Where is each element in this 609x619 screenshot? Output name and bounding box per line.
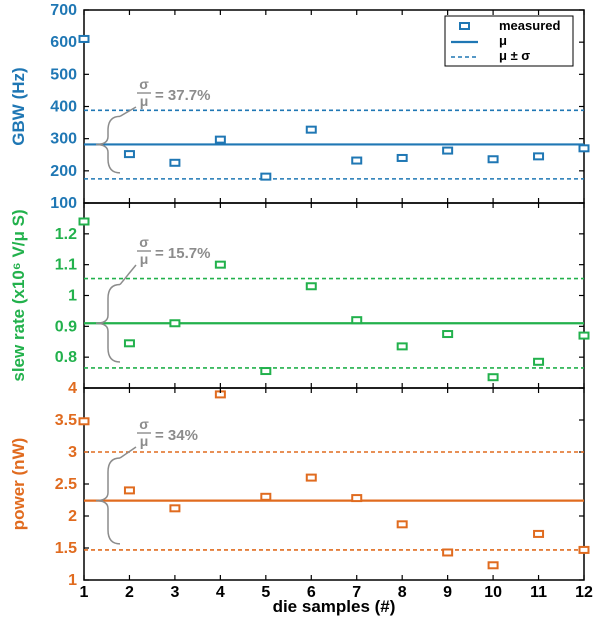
ratio-value: = 15.7%: [155, 245, 210, 262]
data-point: [533, 152, 545, 161]
y-tick-label: 400: [50, 99, 77, 116]
data-point: [351, 156, 363, 165]
ratio-leader: [119, 446, 137, 459]
data-point: [396, 520, 408, 529]
data-point: [396, 153, 408, 162]
ratio-numerator: σ: [139, 76, 149, 92]
legend-band-label: μ ± σ: [499, 48, 530, 63]
x-tick-label: 3: [170, 584, 179, 601]
x-tick-label: 1: [80, 584, 89, 601]
x-tick-label: 9: [443, 584, 452, 601]
data-point: [78, 217, 90, 226]
y-tick-label: 1.1: [55, 257, 77, 274]
y-tick-label: 500: [50, 66, 77, 83]
data-point: [578, 545, 590, 554]
x-tick-label: 8: [398, 584, 407, 601]
y-tick-label: 3: [68, 444, 77, 461]
legend-mean-label: μ: [499, 33, 507, 48]
x-tick-label: 2: [125, 584, 134, 601]
legend-measured-label: measured: [499, 18, 560, 33]
data-point: [78, 34, 90, 43]
y-tick-label: 600: [50, 34, 77, 51]
x-tick-label: 6: [307, 584, 316, 601]
data-point: [578, 331, 590, 340]
data-point: [123, 486, 135, 495]
data-point: [169, 504, 181, 513]
x-tick-label: 10: [484, 584, 502, 601]
data-point: [123, 339, 135, 348]
ratio-leader: [119, 264, 137, 286]
y-tick-label: 1.2: [55, 226, 77, 243]
data-point: [396, 342, 408, 351]
data-point: [260, 367, 272, 376]
ratio-denominator: μ: [140, 251, 149, 267]
data-point: [305, 125, 317, 134]
data-point: [169, 158, 181, 167]
y-tick-label: 0.9: [55, 318, 77, 335]
y-axis-label: GBW (Hz): [9, 67, 28, 145]
data-point: [578, 144, 590, 153]
sigma-brace: [95, 115, 121, 174]
data-point: [533, 529, 545, 538]
data-point: [214, 135, 226, 144]
y-axis-label: power (nW): [9, 438, 28, 531]
panel-2: 1.2 1.1 1 0.9 0.8 σμ = 15.7% slew rate (x10⁶ V/…: [9, 202, 590, 389]
y-tick-label: 0.8: [55, 349, 77, 366]
panel-3: 4 3.5 3 2.5 2 1.5 1 σμ = 34% power (nW): [9, 380, 590, 589]
y-axis-label: slew rate (x10⁶ V/μ S): [9, 209, 28, 381]
data-point: [305, 473, 317, 482]
x-tick-label: 7: [352, 584, 361, 601]
data-point: [442, 146, 454, 155]
y-tick-label: 2: [68, 508, 77, 525]
data-point: [351, 316, 363, 325]
data-point: [260, 492, 272, 501]
data-point: [487, 373, 499, 382]
data-point: [442, 330, 454, 339]
panel-frame: [83, 387, 585, 581]
data-point: [123, 150, 135, 159]
data-point: [305, 282, 317, 291]
data-point: [214, 260, 226, 269]
ratio-value: = 34%: [155, 427, 198, 444]
sigma-brace: [95, 457, 121, 545]
data-point: [442, 548, 454, 557]
ratio-denominator: μ: [140, 93, 149, 109]
data-point: [487, 155, 499, 164]
y-tick-label: 1: [68, 572, 77, 589]
x-tick-label: 11: [530, 584, 547, 601]
y-tick-label: 300: [50, 131, 77, 148]
x-axis-label: die samples (#): [273, 597, 396, 616]
y-tick-label: 2.5: [55, 476, 77, 493]
panel-frame: [83, 202, 585, 389]
data-point: [169, 319, 181, 328]
y-tick-label: 700: [50, 2, 77, 19]
y-tick-label: 1: [68, 288, 77, 305]
data-point: [78, 417, 90, 426]
ratio-value: = 37.7%: [155, 87, 210, 104]
data-point: [533, 357, 545, 366]
x-tick-label: 4: [216, 584, 225, 601]
ratio-numerator: σ: [139, 416, 149, 432]
y-tick-label: 200: [50, 163, 77, 180]
y-tick-label: 3.5: [55, 412, 77, 429]
ratio-leader: [119, 106, 137, 118]
x-tick-label: 12: [575, 584, 593, 601]
ratio-numerator: σ: [139, 234, 149, 250]
data-point: [487, 561, 499, 570]
data-point: [260, 172, 272, 181]
legend-measured-marker: [459, 22, 470, 30]
data-point: [351, 494, 363, 503]
y-tick-label: 100: [50, 195, 77, 212]
ratio-denominator: μ: [140, 433, 149, 449]
y-tick-label: 1.5: [55, 540, 77, 557]
sigma-brace: [95, 283, 121, 363]
legend: measured μ μ ± σ: [444, 15, 574, 67]
y-tick-label: 4: [68, 380, 77, 397]
x-tick-label: 5: [261, 584, 270, 601]
